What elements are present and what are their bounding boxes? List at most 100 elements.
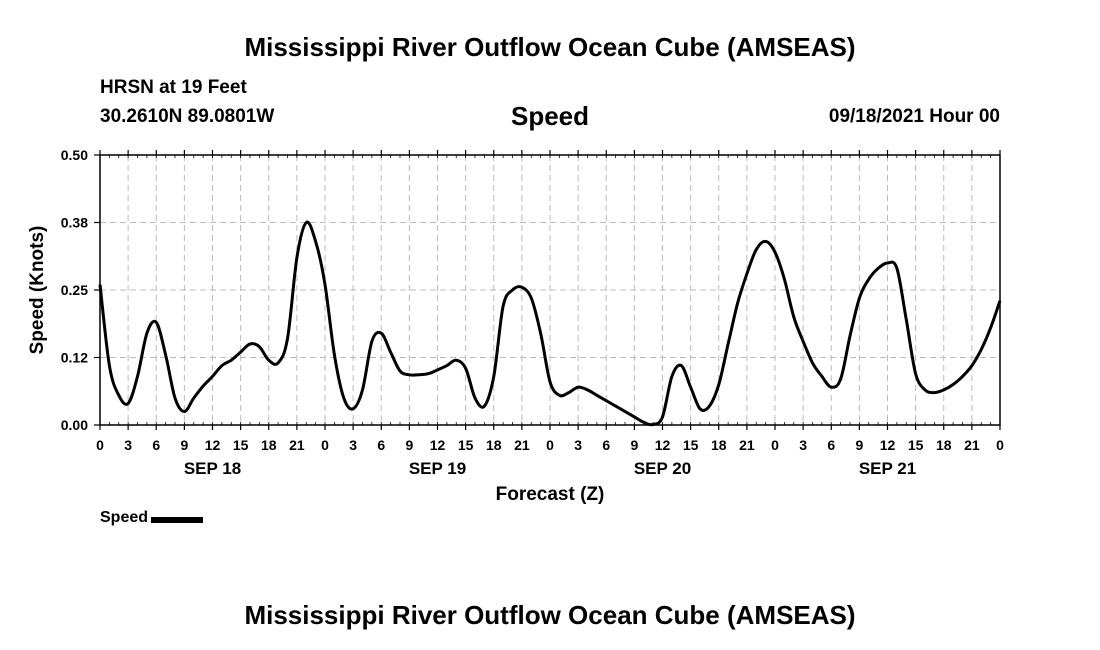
x-tick-label: 6 <box>827 437 835 453</box>
data-point <box>108 365 110 367</box>
x-tick-label: 12 <box>655 437 671 453</box>
data-point <box>755 248 757 251</box>
y-tick-label: 0.50 <box>61 147 88 163</box>
data-point <box>727 343 729 345</box>
data-point <box>877 267 879 269</box>
data-point <box>943 389 945 391</box>
data-point <box>596 394 598 396</box>
data-point <box>830 386 832 388</box>
data-point <box>980 348 982 350</box>
x-tick-label: 0 <box>321 437 329 453</box>
data-point <box>399 370 401 372</box>
data-point <box>783 278 786 280</box>
data-point <box>652 423 654 426</box>
data-point <box>896 267 898 269</box>
data-point <box>999 300 1001 302</box>
data-point <box>849 335 851 337</box>
series-line-speed <box>98 220 1002 427</box>
data-point <box>971 365 973 367</box>
data-point <box>258 346 260 348</box>
data-point <box>840 378 842 380</box>
data-point <box>568 392 570 394</box>
x-tick-label: 9 <box>630 437 638 453</box>
data-point <box>427 373 429 375</box>
data-point <box>793 316 795 318</box>
data-point <box>586 389 589 391</box>
data-point <box>324 284 326 286</box>
x-tick-label: 3 <box>349 437 357 453</box>
y-tick-label: 0.25 <box>61 282 88 298</box>
data-point <box>286 338 289 340</box>
data-point <box>249 343 251 345</box>
x-tick-label: 15 <box>908 437 924 453</box>
x-tick-label: 9 <box>405 437 413 453</box>
data-point <box>455 359 457 361</box>
day-label: SEP 19 <box>409 459 466 478</box>
data-point <box>886 262 889 264</box>
data-point <box>624 410 626 413</box>
data-point <box>961 375 964 377</box>
data-point <box>127 402 129 404</box>
day-label: SEP 20 <box>634 459 691 478</box>
x-tick-label: 12 <box>205 437 221 453</box>
axis-ticks <box>94 150 1001 430</box>
data-point <box>315 240 317 242</box>
data-point <box>240 351 242 353</box>
x-tick-label: 0 <box>771 437 779 453</box>
data-point <box>765 240 767 242</box>
data-point <box>699 408 701 410</box>
data-point <box>746 273 748 275</box>
x-axis-title: Forecast (Z) <box>496 484 605 505</box>
data-point <box>99 284 101 286</box>
data-point <box>802 340 804 342</box>
data-point <box>333 354 335 356</box>
data-point <box>371 340 373 342</box>
x-tick-label: 15 <box>458 437 474 453</box>
x-tick-label: 18 <box>711 437 727 453</box>
data-point <box>361 389 364 391</box>
data-point <box>136 375 139 377</box>
data-point <box>905 319 907 321</box>
x-tick-label: 15 <box>233 437 249 453</box>
data-point <box>211 375 214 377</box>
data-point <box>643 421 645 423</box>
chart-title: Speed <box>510 101 590 131</box>
data-point <box>736 302 739 305</box>
data-point <box>493 375 495 377</box>
x-tick-label: 6 <box>152 437 160 453</box>
data-point <box>483 405 485 407</box>
data-point <box>671 375 673 377</box>
station-label: HRSN at 19 Feet <box>100 77 247 98</box>
data-point <box>615 405 617 407</box>
x-tick-label: 15 <box>683 437 699 453</box>
legend-label: Speed <box>100 509 149 526</box>
data-point <box>305 221 307 224</box>
data-point <box>661 416 664 418</box>
x-tick-label: 21 <box>289 437 305 453</box>
data-point <box>511 289 514 291</box>
data-point <box>268 359 270 361</box>
y-axis-title: Speed (Knots) <box>27 226 48 355</box>
x-tick-label: 3 <box>799 437 807 453</box>
x-tick-label: 9 <box>855 437 863 453</box>
data-point <box>680 365 682 367</box>
y-tick-label: 0.12 <box>61 350 88 366</box>
data-point <box>708 405 711 407</box>
data-point <box>690 386 692 388</box>
data-point <box>277 362 279 364</box>
data-point <box>174 397 176 399</box>
data-point <box>474 397 476 399</box>
data-point <box>521 286 523 288</box>
data-point <box>718 383 720 386</box>
x-tick-label: 21 <box>739 437 755 453</box>
x-tick-label: 18 <box>936 437 952 453</box>
day-label: SEP 21 <box>859 459 916 478</box>
data-point <box>165 354 167 356</box>
x-tick-label: 3 <box>124 437 132 453</box>
data-point <box>858 297 861 299</box>
data-point <box>821 375 823 377</box>
x-tick-label: 0 <box>546 437 554 453</box>
data-point <box>146 332 148 334</box>
x-tick-label: 18 <box>261 437 277 453</box>
y-tick-label: 0.38 <box>61 215 88 231</box>
